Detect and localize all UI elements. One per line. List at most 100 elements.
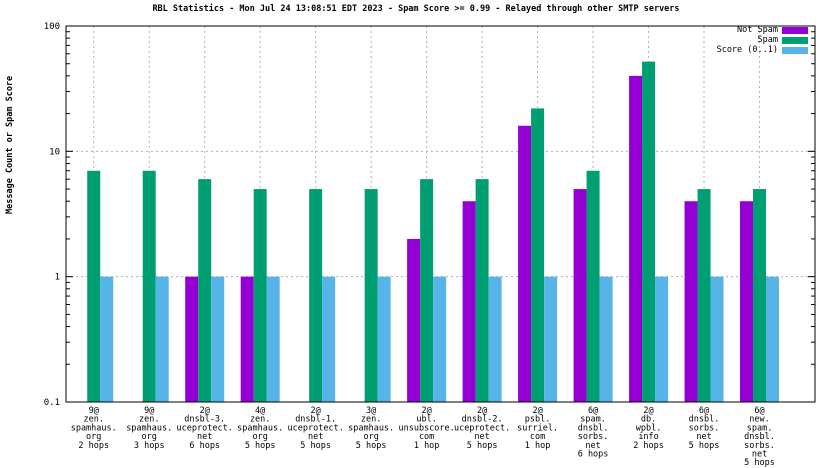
bar-spam <box>586 170 600 402</box>
x-category-label: dnsbl. <box>744 432 775 442</box>
x-category-label: uceprotect. <box>177 423 233 433</box>
y-tick-label: 0.1 <box>44 398 60 408</box>
x-category-label: org <box>253 432 268 442</box>
bar-spam <box>531 108 545 403</box>
x-category-label: ubl. <box>416 415 436 425</box>
bar-spam <box>475 179 489 402</box>
x-category-label: dnsbl. <box>578 423 609 433</box>
bar-spam <box>87 170 101 402</box>
plot-frame <box>65 25 816 403</box>
bar-score-0-1 <box>655 276 669 402</box>
bar-not-spam <box>462 201 476 402</box>
x-category-label: unsubscore. <box>398 423 454 433</box>
x-category-label: uceprotect. <box>288 423 344 433</box>
bar-score-0-1 <box>155 276 169 402</box>
x-category-label: 6 hops <box>189 441 220 451</box>
x-category-label: 4@ <box>255 406 265 416</box>
bar-not-spam <box>684 201 698 402</box>
x-category-label: zen. <box>139 415 159 425</box>
x-category-label: dnsbl. <box>689 415 720 425</box>
bar-not-spam <box>740 201 754 402</box>
x-category-label: org <box>86 432 101 442</box>
x-category-label: wpbl. <box>636 423 662 433</box>
x-category-label: sorbs. <box>578 432 609 442</box>
x-category-label: new. <box>749 415 769 425</box>
x-category-label: psbl. <box>525 415 551 425</box>
bar-spam <box>420 179 434 402</box>
x-category-label: com <box>419 432 434 442</box>
bar-score-0-1 <box>322 276 336 402</box>
bar-score-0-1 <box>211 276 225 402</box>
x-category-label: 2@ <box>643 406 653 416</box>
x-category-label: 6@ <box>699 406 709 416</box>
x-category-label: org <box>363 432 378 442</box>
x-category-label: sorbs. <box>689 423 720 433</box>
bar-spam <box>753 189 767 402</box>
bar-spam <box>142 170 156 402</box>
bar-not-spam <box>518 125 532 402</box>
bar-spam <box>253 189 267 402</box>
x-category-label: 6@ <box>588 406 598 416</box>
x-category-label: zen. <box>83 415 103 425</box>
bar-spam <box>642 61 656 403</box>
x-category-label: 2@ <box>532 406 542 416</box>
x-category-label: 6@ <box>754 406 764 416</box>
x-category-label: org <box>142 432 157 442</box>
bar-spam <box>309 189 323 402</box>
x-category-label: net <box>474 432 489 442</box>
x-category-label: 5 hops <box>245 441 276 451</box>
y-tick-label: 10 <box>49 147 60 157</box>
x-category-label: spamhaus. <box>126 423 172 433</box>
x-category-label: spam. <box>580 415 606 425</box>
x-category-label: dnsbl-2. <box>462 415 503 425</box>
x-category-label: 5 hops <box>467 441 498 451</box>
bar-not-spam <box>240 276 254 402</box>
x-category-label: 2@ <box>311 406 321 416</box>
x-category-label: 9@ <box>89 406 99 416</box>
x-category-label: net <box>197 432 212 442</box>
x-category-label: 2@ <box>422 406 432 416</box>
bar-score-0-1 <box>433 276 447 402</box>
x-category-label: net <box>696 432 711 442</box>
bar-not-spam <box>573 189 587 402</box>
x-category-label: 3 hops <box>134 441 165 451</box>
bar-score-0-1 <box>599 276 613 402</box>
bar-score-0-1 <box>100 276 114 402</box>
bar-score-0-1 <box>544 276 558 402</box>
bar-spam <box>364 189 378 402</box>
x-category-label: dnsbl-1. <box>295 415 336 425</box>
x-category-label: zen. <box>250 415 270 425</box>
bar-not-spam <box>629 75 643 402</box>
x-category-label: dnsbl-3. <box>184 415 225 425</box>
x-category-label: 3@ <box>366 406 376 416</box>
x-category-label: 6 hops <box>578 450 609 460</box>
x-category-label: 5 hops <box>300 441 331 451</box>
bar-not-spam <box>185 276 199 402</box>
y-tick-label: 100 <box>44 22 60 32</box>
x-category-label: 5 hops <box>356 441 387 451</box>
x-category-label: 2 hops <box>78 441 109 451</box>
y-tick-label: 1 <box>55 273 60 283</box>
x-category-label: zen. <box>361 415 381 425</box>
x-category-label: db. <box>641 415 656 425</box>
x-category-label: 2@ <box>200 406 210 416</box>
x-category-label: 2 hops <box>633 441 664 451</box>
x-category-label: 9@ <box>144 406 154 416</box>
x-category-label: 2@ <box>477 406 487 416</box>
x-category-label: surriel. <box>517 423 558 433</box>
bar-spam <box>198 179 212 402</box>
x-category-label: net <box>585 441 600 451</box>
x-category-label: spamhaus. <box>348 423 394 433</box>
bar-score-0-1 <box>710 276 724 402</box>
bar-not-spam <box>407 238 421 402</box>
x-category-label: 1 hop <box>525 441 551 451</box>
x-category-label: sorbs. <box>744 441 775 451</box>
x-category-label: info <box>638 432 658 442</box>
x-category-label: 1 hop <box>414 441 440 451</box>
bar-spam <box>697 189 711 402</box>
x-category-label: com <box>530 432 545 442</box>
x-category-label: 5 hops <box>689 441 720 451</box>
bar-score-0-1 <box>488 276 502 402</box>
